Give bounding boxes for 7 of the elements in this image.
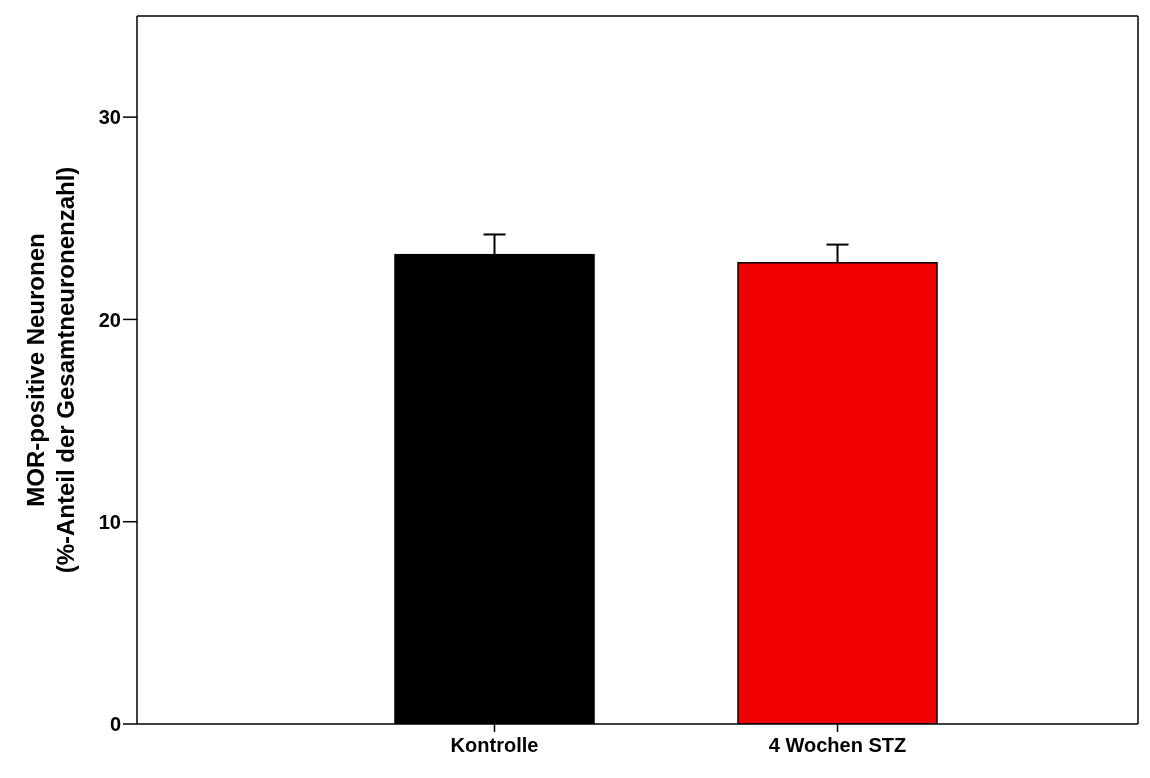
y-tick-label: 20 bbox=[98, 308, 121, 331]
y-tick-label: 30 bbox=[98, 106, 121, 129]
y-tick-label: 0 bbox=[109, 713, 121, 736]
y-tick-label: 10 bbox=[98, 510, 121, 533]
x-tick-label: 4 Wochen STZ bbox=[768, 734, 907, 757]
x-tick-label: Kontrolle bbox=[450, 734, 539, 757]
y-axis-title: MOR-positive Neuronen (%-Anteil der Gesamtneuronenzahl) bbox=[22, 166, 79, 574]
